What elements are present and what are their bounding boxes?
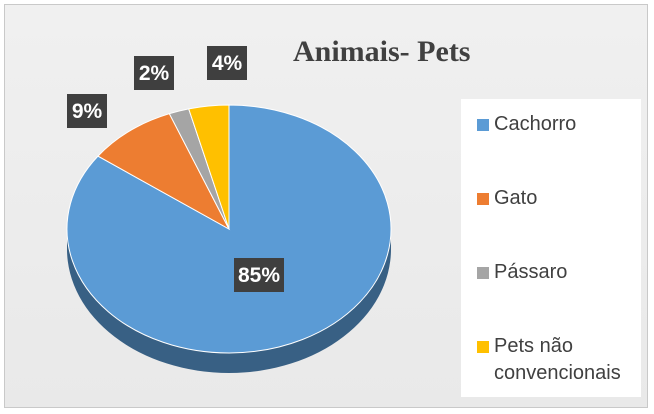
legend-swatch: [477, 193, 489, 205]
legend-item-cachorro: Cachorro: [477, 111, 576, 138]
data-label-box: [207, 46, 247, 80]
data-label-cachorro: 85%: [234, 258, 284, 292]
legend-label: Pets não convencionais: [494, 335, 621, 384]
legend-swatch: [477, 267, 489, 279]
chart-title: Animais- Pets: [293, 35, 471, 68]
legend-item-gato: Gato: [477, 185, 537, 212]
slice-side-cachorro: [67, 229, 391, 373]
data-label-passaro: 2%: [134, 56, 174, 90]
legend-swatch: [477, 341, 489, 353]
legend-item-passaro: Pássaro: [477, 259, 567, 286]
pie-chart: 85% 9% 2% 4%: [66, 46, 392, 373]
data-label-box: [234, 258, 284, 292]
legend-label: Cachorro: [494, 113, 577, 135]
pie-slice-gato: [97, 113, 231, 231]
data-label-text: 9%: [72, 100, 103, 123]
legend-swatch: [477, 119, 489, 131]
data-label-gato: 9%: [67, 94, 107, 128]
data-label-text: 85%: [238, 264, 280, 287]
data-label-box: [67, 94, 107, 128]
legend-label: Pássaro: [494, 261, 568, 283]
data-label-box: [134, 56, 174, 90]
legend-item-pets-nao-convencionais: Pets não convencionais: [477, 333, 641, 387]
data-labels: 85% 9% 2% 4%: [67, 46, 284, 292]
legend-label: Gato: [494, 187, 538, 209]
legend: Cachorro Gato Pássaro Pets não convencio…: [461, 99, 641, 397]
pie-slices: [66, 104, 392, 354]
data-label-text: 4%: [212, 52, 243, 75]
data-label-pets-nao-convencionais: 4%: [207, 46, 247, 80]
data-label-text: 2%: [139, 62, 170, 85]
chart-area: Animais- Pets 85% 9% 2% 4% Cachorro Gato Pá…: [4, 4, 648, 408]
pie-depth: [67, 229, 391, 373]
pie-slice-pets-nao-convencionais: [188, 104, 230, 230]
